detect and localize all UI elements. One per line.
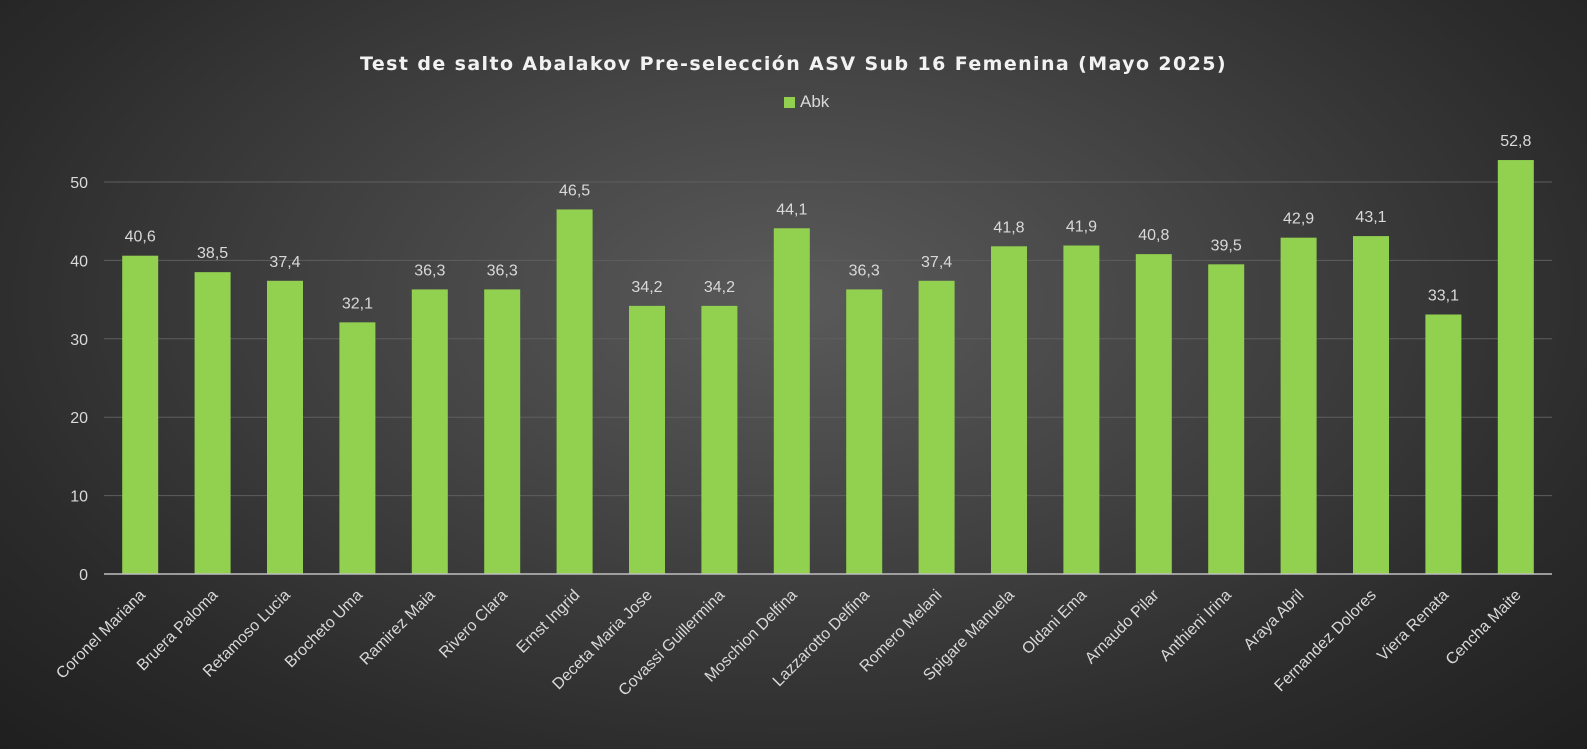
bar: [339, 322, 376, 574]
y-tick-label: 30: [70, 332, 88, 349]
bar: [846, 289, 883, 574]
data-label: 34,2: [704, 279, 735, 296]
data-label: 36,3: [849, 262, 880, 279]
bar: [122, 255, 159, 575]
data-label: 41,9: [1066, 219, 1097, 236]
data-label: 36,3: [487, 262, 518, 279]
x-tick-label: Cencha Maite: [1443, 587, 1525, 669]
x-tick-label: Brocheto Uma: [282, 587, 366, 671]
x-tick-label: Ernst Ingrid: [514, 587, 584, 657]
y-tick-label: 50: [70, 175, 88, 192]
data-label: 40,8: [1138, 227, 1169, 244]
y-tick-label: 20: [70, 410, 88, 427]
legend-swatch: [784, 96, 795, 108]
chart-title: Test de salto Abalakov Pre-selección ASV…: [360, 53, 1227, 75]
data-label: 36,3: [414, 262, 445, 279]
x-tick-label: Rivero Clara: [436, 587, 511, 662]
x-tick-label: Ramirez Maia: [357, 587, 439, 669]
data-label: 43,1: [1355, 209, 1386, 226]
bar: [1280, 237, 1317, 574]
bar: [411, 289, 448, 574]
bar: [991, 246, 1027, 574]
bar: [1497, 160, 1534, 574]
data-label: 44,1: [776, 201, 807, 218]
bar: [267, 280, 303, 574]
bar: [701, 305, 738, 574]
data-label: 46,5: [559, 182, 590, 199]
y-tick-label: 40: [70, 253, 88, 270]
y-tick-label: 10: [70, 489, 88, 506]
bar: [1353, 236, 1389, 574]
x-tick-label: Arnaudo Pilar: [1082, 586, 1163, 667]
bar: [556, 209, 593, 574]
x-tick-label: Anthieni Irina: [1157, 587, 1235, 665]
x-tick-label: Araya Abril: [1241, 587, 1308, 654]
bar: [629, 305, 665, 574]
data-label: 37,4: [269, 254, 300, 271]
x-tick-label: Oldani Ema: [1019, 587, 1090, 658]
data-label: 38,5: [197, 245, 228, 262]
data-label: 34,2: [631, 279, 662, 296]
bar: [918, 280, 955, 574]
data-label: 52,8: [1500, 133, 1531, 150]
data-label: 41,8: [993, 219, 1024, 236]
bar: [1063, 245, 1100, 574]
bar: [1135, 254, 1172, 575]
data-label: 32,1: [342, 295, 373, 312]
data-label: 40,6: [125, 229, 156, 246]
bar: [1425, 314, 1462, 574]
bar: [194, 272, 231, 574]
bar: [773, 228, 810, 575]
x-tick-label: Viera Renata: [1374, 587, 1452, 665]
data-label: 33,1: [1428, 287, 1459, 304]
y-tick-label: 0: [79, 567, 88, 584]
x-tick-label: Coronel Mariana: [53, 587, 149, 683]
bar: [1208, 264, 1245, 574]
data-label: 42,9: [1283, 211, 1314, 228]
bar: [484, 289, 521, 574]
legend-label: Abk: [800, 92, 830, 111]
data-label: 39,5: [1211, 237, 1242, 254]
legend: Abk: [784, 92, 829, 112]
data-label: 37,4: [921, 254, 952, 271]
